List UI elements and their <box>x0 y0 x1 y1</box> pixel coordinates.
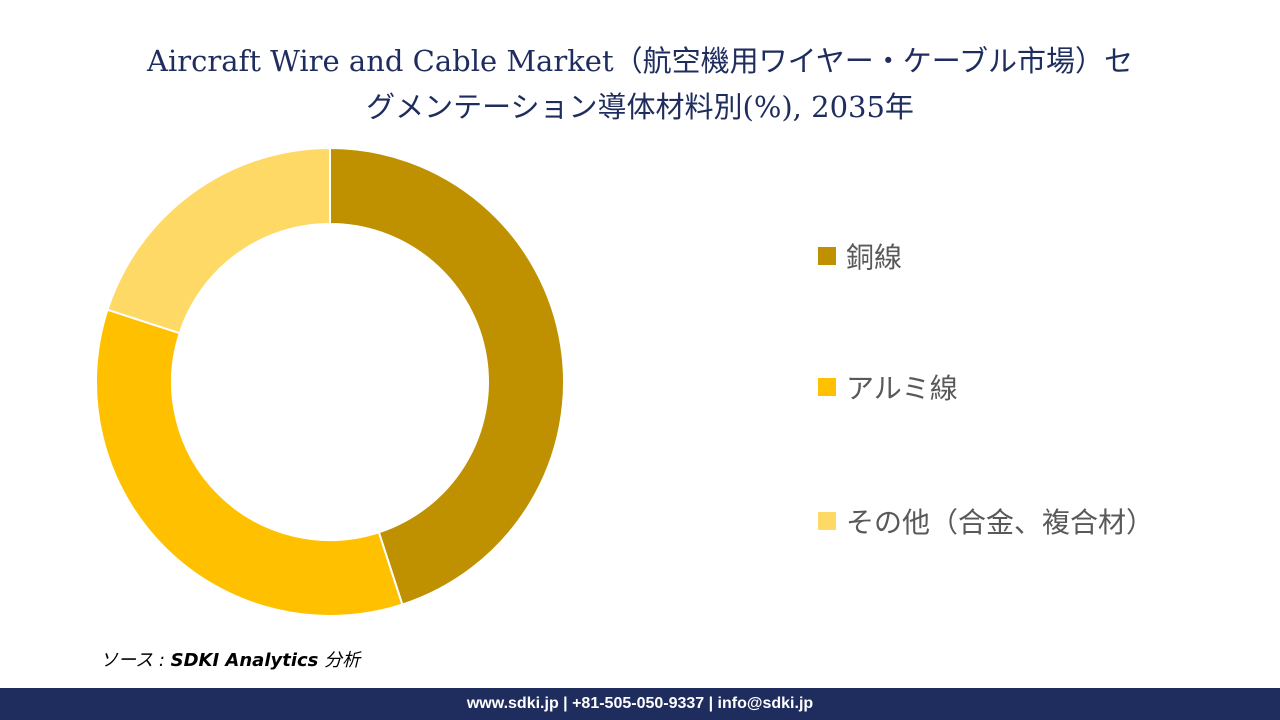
footer-contact: www.sdki.jp | +81-505-050-9337 | info@sd… <box>466 695 814 712</box>
donut-slice-aluminum <box>95 308 404 617</box>
donut-slice-copper <box>329 146 565 606</box>
legend-swatch-copper <box>818 247 836 265</box>
chart-title: Aircraft Wire and Cable Market（航空機用ワイヤー・… <box>20 38 1260 130</box>
legend-item-other: その他（合金、複合材） <box>818 501 1154 541</box>
source-suffix: 分析 <box>318 650 361 671</box>
legend-item-copper: 銅線 <box>818 236 902 276</box>
legend-item-aluminum: アルミ線 <box>818 367 958 407</box>
source-prefix: ソース : <box>100 650 171 671</box>
donut-slices <box>95 146 565 617</box>
chart-title-line1: Aircraft Wire and Cable Market（航空機用ワイヤー・… <box>147 44 1133 78</box>
donut-slice-other <box>106 146 331 335</box>
legend-label-aluminum: アルミ線 <box>846 372 958 405</box>
footer-bar: www.sdki.jp | +81-505-050-9337 | info@sd… <box>0 688 1280 720</box>
source-note: ソース : SDKI Analytics 分析 <box>100 646 360 672</box>
chart-title-line2: グメンテーション導体材料別(%), 2035年 <box>366 90 914 124</box>
legend-label-copper: 銅線 <box>846 241 903 274</box>
legend-label-other: その他（合金、複合材） <box>846 506 1155 539</box>
donut-chart <box>95 146 565 617</box>
legend-swatch-aluminum <box>818 378 836 396</box>
source-org: SDKI Analytics <box>170 650 319 671</box>
legend-swatch-other <box>818 512 836 530</box>
